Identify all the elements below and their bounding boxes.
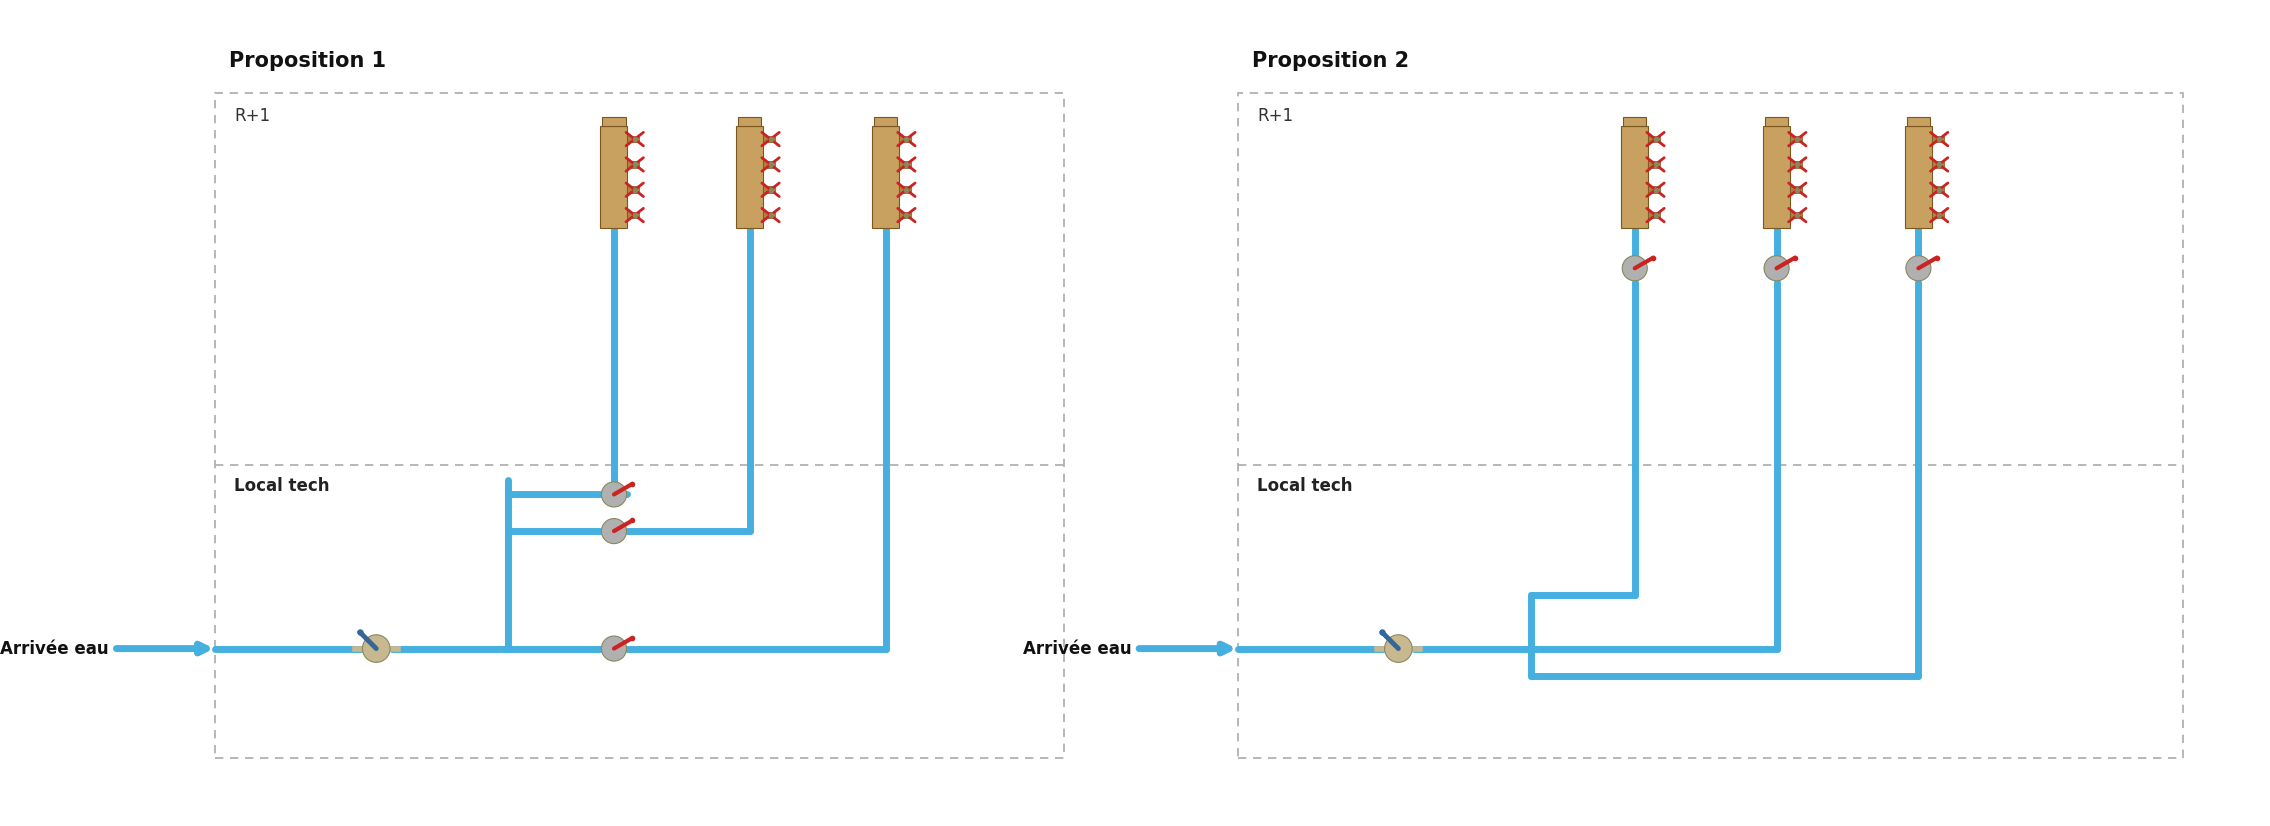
Circle shape [363, 634, 390, 662]
Bar [1791, 161, 1802, 168]
Bar [763, 161, 774, 168]
Circle shape [1623, 256, 1648, 281]
Text: R+1: R+1 [234, 107, 270, 126]
Bar [1621, 126, 1648, 228]
Bar [1932, 161, 1943, 168]
Bar [1766, 116, 1789, 126]
Text: Arrivée eau: Arrivée eau [1024, 639, 1130, 657]
Bar [899, 211, 910, 218]
Bar [627, 187, 640, 193]
Bar [627, 161, 640, 168]
Bar [627, 211, 640, 218]
Bar [1791, 187, 1802, 193]
Bar [1932, 187, 1943, 193]
Bar [763, 211, 774, 218]
Bar [874, 116, 897, 126]
Circle shape [602, 636, 627, 661]
Bar [899, 161, 910, 168]
Circle shape [1907, 256, 1932, 281]
Bar [1907, 116, 1930, 126]
Text: Proposition 2: Proposition 2 [1253, 51, 1410, 72]
Text: R+1: R+1 [1258, 107, 1294, 126]
Bar [1648, 211, 1659, 218]
Circle shape [602, 482, 627, 507]
Bar [899, 187, 910, 193]
Bar [1905, 126, 1932, 228]
Circle shape [602, 519, 627, 544]
Bar [602, 126, 627, 228]
Text: Local tech: Local tech [234, 477, 329, 495]
Bar [1648, 187, 1659, 193]
Bar [216, 93, 1065, 758]
Circle shape [1764, 256, 1789, 281]
Bar [1791, 211, 1802, 218]
Bar [738, 116, 760, 126]
Bar [872, 126, 899, 228]
Text: Proposition 1: Proposition 1 [229, 51, 386, 72]
Bar [602, 116, 627, 126]
Bar [763, 135, 774, 143]
Bar [899, 135, 910, 143]
Bar [1623, 116, 1646, 126]
Bar [1764, 126, 1791, 228]
Bar [1237, 93, 2184, 758]
Bar [1648, 161, 1659, 168]
Text: Local tech: Local tech [1258, 477, 1353, 495]
Circle shape [1385, 634, 1412, 662]
Text: Arrivée eau: Arrivée eau [0, 639, 109, 657]
Bar [1932, 211, 1943, 218]
Bar [1791, 135, 1802, 143]
Bar [1932, 135, 1943, 143]
Bar [763, 187, 774, 193]
Bar [1648, 135, 1659, 143]
Bar [627, 135, 640, 143]
Bar [735, 126, 763, 228]
